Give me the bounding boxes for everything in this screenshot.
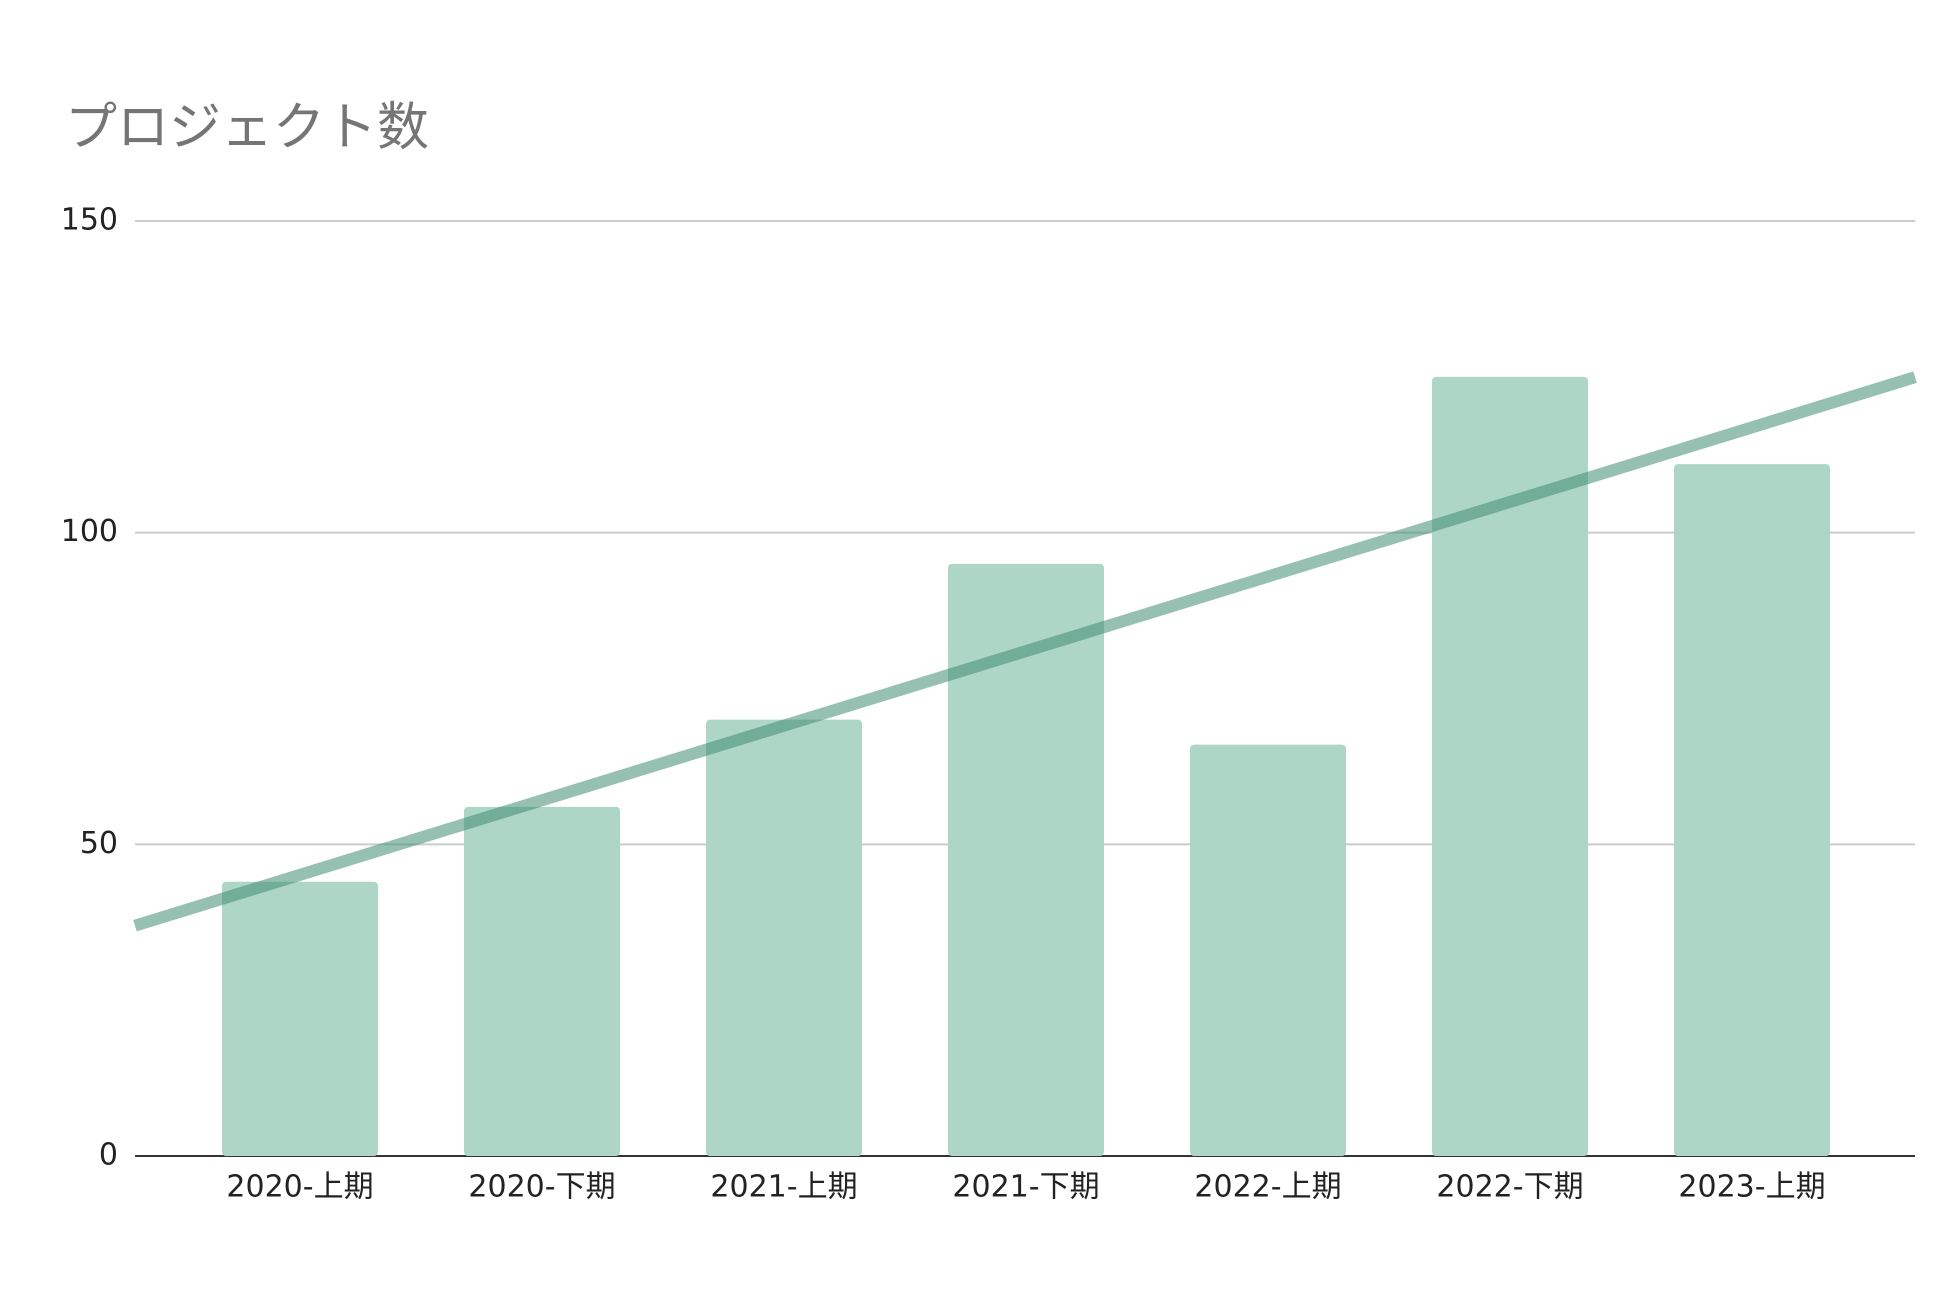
y-tick-label: 50	[80, 826, 118, 861]
bar	[1674, 464, 1830, 1157]
x-tick-label: 2020-上期	[226, 1170, 373, 1205]
x-tick-label: 2022-上期	[1194, 1170, 1341, 1205]
x-tick-label: 2022-下期	[1436, 1170, 1583, 1205]
y-tick-label: 0	[99, 1138, 118, 1173]
x-tick-label: 2021-下期	[952, 1170, 1099, 1205]
bar	[464, 806, 620, 1156]
trendline	[133, 371, 1917, 932]
y-tick-label: 150	[61, 203, 118, 238]
x-tick-label: 2021-上期	[710, 1170, 857, 1205]
chart-title: プロジェクト数	[65, 98, 429, 158]
y-tick-label: 100	[61, 514, 118, 549]
x-tick-label: 2020-下期	[468, 1170, 615, 1205]
bar	[1432, 376, 1588, 1156]
bar	[706, 719, 862, 1156]
x-tick-label: 2023-上期	[1678, 1170, 1825, 1205]
bar	[1190, 744, 1346, 1156]
bar	[222, 881, 378, 1156]
bar	[948, 563, 1104, 1156]
